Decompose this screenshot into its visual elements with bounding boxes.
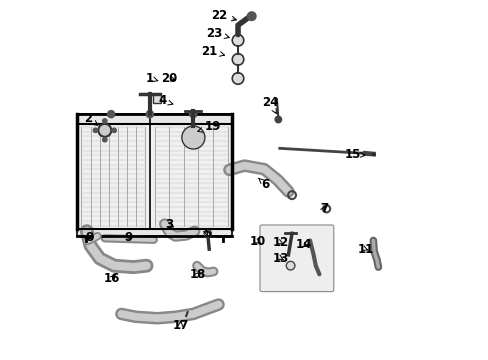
- Text: 4: 4: [158, 94, 173, 107]
- Circle shape: [98, 124, 111, 137]
- Circle shape: [146, 111, 153, 118]
- Text: 21: 21: [201, 45, 224, 58]
- Circle shape: [247, 12, 256, 21]
- Circle shape: [232, 35, 244, 46]
- Circle shape: [285, 261, 294, 270]
- Text: 1: 1: [146, 72, 158, 85]
- Bar: [153, 95, 161, 103]
- Text: 7: 7: [320, 202, 328, 215]
- Bar: [77, 229, 231, 236]
- Circle shape: [102, 138, 107, 142]
- Circle shape: [93, 128, 98, 132]
- Circle shape: [182, 126, 204, 149]
- Text: 6: 6: [258, 178, 269, 191]
- Text: 12: 12: [272, 237, 289, 249]
- Text: 2: 2: [83, 112, 98, 125]
- Text: 11: 11: [357, 243, 373, 256]
- Text: 18: 18: [189, 268, 205, 281]
- Text: 5: 5: [202, 227, 210, 240]
- Circle shape: [189, 111, 196, 118]
- Text: 13: 13: [272, 252, 289, 265]
- Circle shape: [232, 73, 244, 84]
- Circle shape: [107, 111, 115, 118]
- Text: 24: 24: [262, 96, 278, 113]
- Bar: [77, 114, 231, 124]
- Text: 22: 22: [211, 9, 236, 22]
- Circle shape: [232, 54, 244, 65]
- Text: 9: 9: [124, 231, 132, 244]
- Circle shape: [204, 230, 211, 237]
- Text: 23: 23: [205, 27, 229, 40]
- Bar: [77, 124, 231, 229]
- Circle shape: [112, 128, 116, 132]
- Text: 10: 10: [249, 235, 266, 248]
- Text: 15: 15: [345, 148, 365, 161]
- Text: 16: 16: [103, 272, 120, 285]
- Text: 20: 20: [161, 72, 177, 85]
- Circle shape: [275, 116, 281, 123]
- Text: 19: 19: [197, 120, 221, 133]
- Text: 14: 14: [295, 238, 312, 251]
- Circle shape: [102, 119, 107, 123]
- FancyBboxPatch shape: [260, 225, 333, 292]
- Text: 8: 8: [85, 231, 93, 244]
- Text: 17: 17: [172, 319, 188, 332]
- Text: 3: 3: [165, 218, 173, 231]
